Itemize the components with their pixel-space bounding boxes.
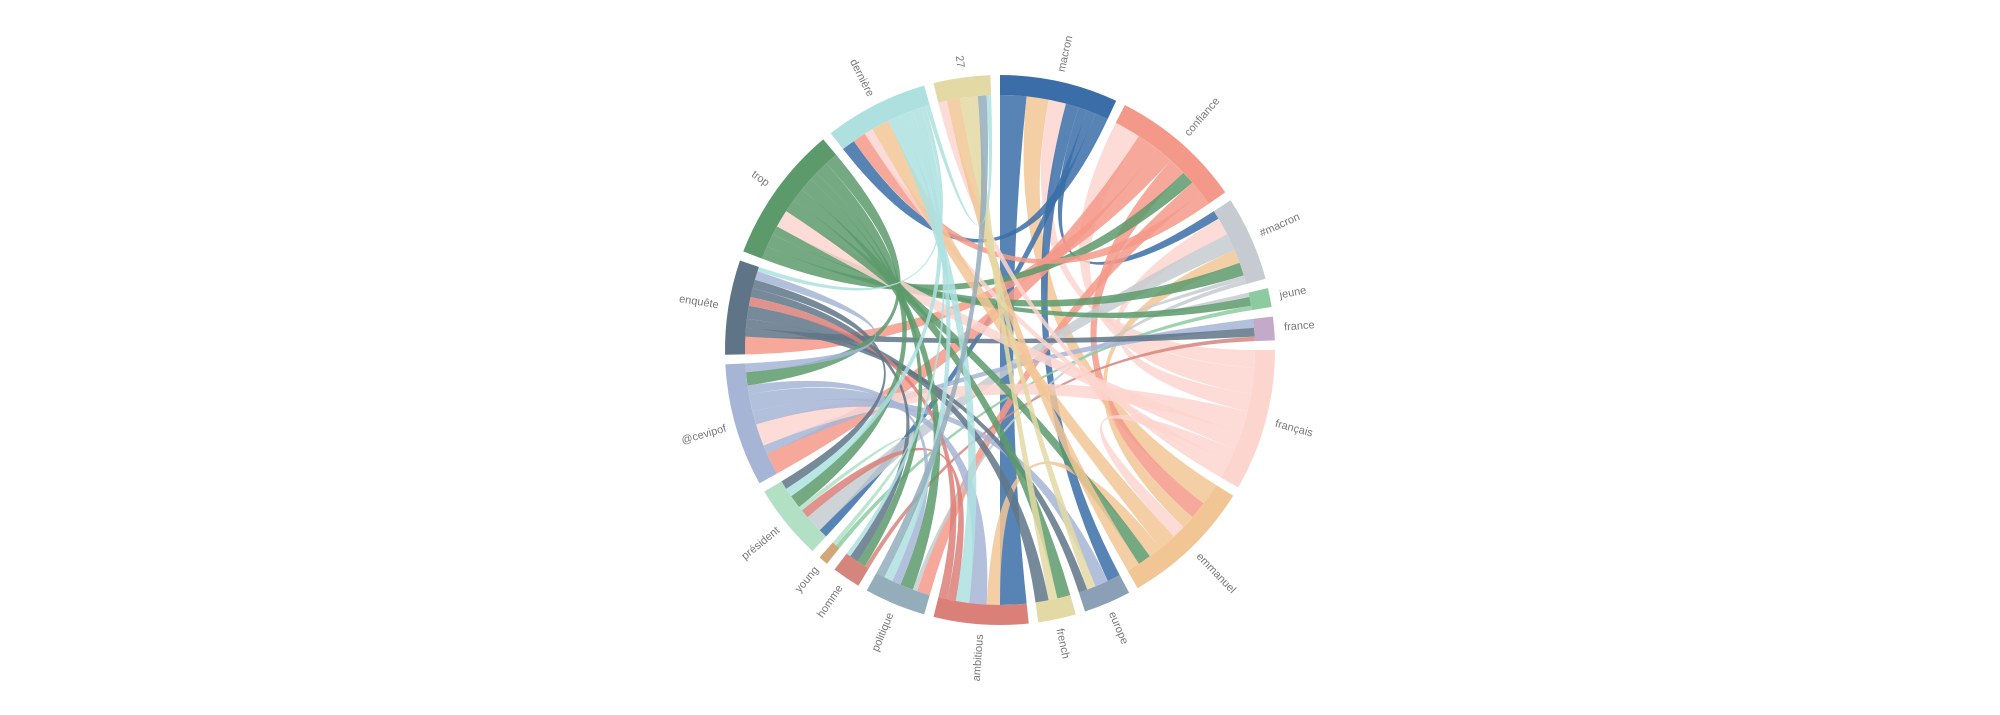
group-arc [1253, 316, 1275, 342]
group-arc [819, 542, 840, 564]
group-arc [933, 75, 992, 103]
ribbon [884, 111, 951, 582]
group-arc [1115, 104, 1226, 204]
ribbon [1079, 122, 1255, 395]
ribbon [946, 98, 1139, 571]
group-arc [933, 597, 1029, 625]
node-label: ambitious [971, 633, 986, 681]
ribbon [752, 279, 886, 489]
group-arc [830, 85, 930, 150]
group-arc [1078, 575, 1130, 612]
node-label: emmanuel [1194, 551, 1238, 596]
group-arc [725, 363, 777, 484]
node-label: @cevipof [680, 422, 728, 446]
ribbon [786, 107, 943, 497]
node-label: 27 [953, 55, 967, 69]
ribbon [1102, 250, 1240, 528]
group-arc [724, 260, 759, 355]
ribbon [968, 95, 1058, 601]
node-label: président [739, 525, 782, 563]
node-label: français [1274, 418, 1315, 440]
ribbon [801, 447, 964, 602]
node-label: trop [749, 169, 771, 190]
ribbon [807, 234, 1235, 531]
group-arc [764, 481, 827, 552]
ribbon [745, 271, 876, 373]
node-label: #macron [1258, 211, 1302, 239]
ribbons [745, 95, 1255, 605]
ribbon [776, 211, 1242, 450]
node-label: french [1054, 627, 1072, 659]
group-arc [1127, 485, 1234, 589]
ribbon [791, 163, 907, 507]
group-arc [1000, 75, 1117, 119]
group-arc [743, 139, 837, 259]
ribbon [843, 113, 1108, 243]
ribbon [1123, 275, 1250, 319]
ribbon [799, 437, 910, 546]
ribbon [746, 305, 1049, 603]
node-label: france [1284, 319, 1315, 333]
node-label: macron [1056, 35, 1076, 73]
node-label: europe [1106, 610, 1130, 646]
ribbon [767, 136, 1157, 474]
node-label: confiance [1182, 95, 1222, 138]
node-label: jeune [1278, 284, 1308, 301]
group-arc [834, 553, 869, 586]
ribbon [1099, 414, 1235, 537]
ribbon [876, 95, 989, 578]
node-label: enquête [678, 293, 719, 311]
group-arc [1248, 288, 1272, 311]
node-label: homme [815, 583, 845, 620]
ribbon [960, 96, 1096, 590]
ribbon [888, 115, 977, 604]
node-label: young [793, 564, 821, 595]
node-label: politique [870, 611, 897, 653]
ribbon [1057, 107, 1219, 265]
ribbon [1000, 95, 1027, 605]
ribbon [925, 95, 993, 226]
group-arc [1035, 595, 1076, 623]
group-arc [866, 573, 930, 615]
group-arc [1220, 350, 1275, 488]
group-arc [1213, 200, 1266, 284]
node-label: dernière [847, 57, 876, 98]
ribbon [872, 120, 1174, 549]
